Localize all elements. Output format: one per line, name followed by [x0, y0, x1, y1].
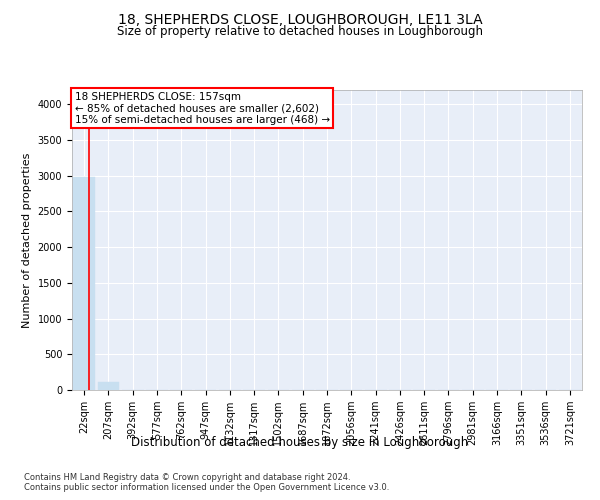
Bar: [97, 382, 119, 390]
Text: Contains HM Land Registry data © Crown copyright and database right 2024.: Contains HM Land Registry data © Crown c…: [24, 472, 350, 482]
Text: Contains public sector information licensed under the Open Government Licence v3: Contains public sector information licen…: [24, 482, 389, 492]
Text: Distribution of detached houses by size in Loughborough: Distribution of detached houses by size …: [131, 436, 469, 449]
Bar: [73, 177, 95, 390]
Text: 18, SHEPHERDS CLOSE, LOUGHBOROUGH, LE11 3LA: 18, SHEPHERDS CLOSE, LOUGHBOROUGH, LE11 …: [118, 12, 482, 26]
Text: Size of property relative to detached houses in Loughborough: Size of property relative to detached ho…: [117, 25, 483, 38]
Text: 18 SHEPHERDS CLOSE: 157sqm
← 85% of detached houses are smaller (2,602)
15% of s: 18 SHEPHERDS CLOSE: 157sqm ← 85% of deta…: [74, 92, 329, 124]
Y-axis label: Number of detached properties: Number of detached properties: [22, 152, 32, 328]
